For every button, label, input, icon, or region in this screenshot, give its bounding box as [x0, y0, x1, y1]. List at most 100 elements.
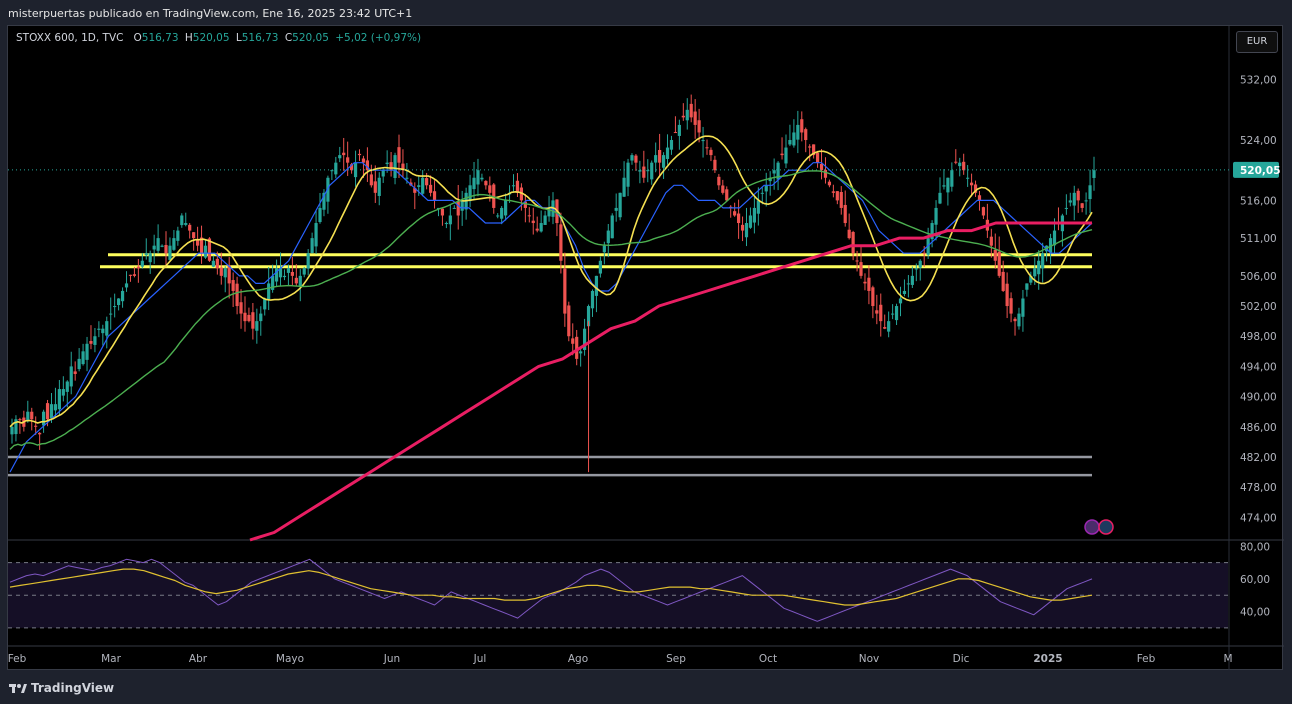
candle-body	[219, 267, 223, 276]
candle-body	[45, 403, 50, 420]
price-tick-label: 506,00	[1240, 271, 1277, 283]
candle-body	[113, 306, 117, 308]
candle-body	[634, 155, 638, 163]
candle-body	[353, 162, 358, 178]
candle-body	[417, 185, 421, 187]
candle-body	[867, 277, 871, 291]
symbol-name: STOXX 600, 1D, TVC	[16, 32, 124, 44]
candle-body	[152, 245, 156, 250]
candle-body	[69, 366, 73, 387]
price-tick-label: 478,00	[1240, 482, 1277, 494]
candle-body	[101, 328, 105, 334]
candle-body	[350, 164, 354, 171]
candle-body	[898, 298, 903, 304]
candle-body	[278, 268, 283, 278]
candle-body	[357, 153, 362, 156]
event-icon	[1084, 519, 1100, 535]
candle-body	[586, 306, 591, 327]
candle-body	[468, 185, 472, 202]
candle-body	[1072, 192, 1076, 206]
candle-body	[484, 181, 488, 186]
time-tick-label: M	[1223, 653, 1232, 665]
candle-body	[330, 170, 334, 172]
candle-body	[863, 281, 867, 284]
candle-body	[740, 224, 745, 231]
candle-body	[271, 275, 275, 290]
candle-body	[721, 185, 725, 193]
candle-body	[500, 207, 504, 219]
candle-body	[109, 313, 113, 315]
candle-body	[306, 253, 310, 269]
candle-body	[638, 170, 642, 172]
candle-body	[788, 140, 792, 145]
candle-body	[989, 236, 993, 246]
candle-body	[571, 338, 575, 344]
candle-body	[563, 268, 567, 314]
candle-body	[831, 191, 835, 193]
candle-body	[938, 192, 942, 204]
candle-body	[346, 157, 350, 163]
candle-body	[819, 163, 824, 171]
candle-body	[642, 166, 646, 178]
candle-body	[401, 163, 405, 171]
candle-body	[421, 177, 425, 194]
tradingview-logo-icon	[9, 684, 27, 693]
candle-body	[1092, 170, 1096, 178]
candle-body	[977, 195, 982, 201]
candle-body	[681, 115, 685, 118]
candle-body	[176, 230, 180, 241]
currency-button[interactable]: EUR	[1236, 31, 1278, 53]
candle-body	[128, 274, 133, 276]
candle-body	[973, 184, 978, 193]
candle-body	[381, 170, 385, 177]
candle-body	[922, 252, 926, 254]
time-tick-label: 2025	[1033, 653, 1062, 665]
footer-brand: TradingView	[31, 681, 115, 695]
candle-body	[883, 327, 887, 329]
high-label: H	[184, 32, 193, 44]
candle-body	[871, 287, 875, 307]
time-tick-label: Dic	[953, 653, 970, 665]
candle-body	[677, 124, 681, 136]
time-tick-label: Feb	[8, 653, 27, 665]
candle-body	[673, 132, 678, 134]
candle-body	[302, 268, 306, 275]
candle-body	[73, 371, 77, 374]
candle-body	[515, 180, 520, 193]
candle-body	[274, 268, 279, 282]
change-value: +5,02 (+0,97%)	[335, 32, 422, 44]
candle-body	[946, 177, 950, 193]
candle-body	[120, 290, 125, 302]
candle-body	[290, 271, 294, 276]
candle-body	[697, 120, 701, 133]
candle-body	[1068, 200, 1072, 203]
candle-body	[34, 425, 38, 427]
candle-body	[413, 188, 417, 193]
candle-body	[804, 129, 808, 141]
candle-body	[432, 191, 437, 201]
candle-body	[930, 223, 934, 240]
candle-body	[504, 200, 508, 216]
ma-slow-line	[9, 170, 1093, 450]
candle-body	[53, 404, 58, 411]
candle-body	[701, 140, 705, 142]
candle-body	[294, 277, 298, 284]
candle-body	[914, 268, 918, 270]
candle-body	[772, 170, 776, 174]
candle-body	[606, 230, 610, 244]
time-tick-label: Jun	[383, 653, 400, 665]
candle-body	[1088, 185, 1092, 200]
time-tick-label: Feb	[1137, 653, 1156, 665]
symbol-legend: STOXX 600, 1D, TVC O516,73 H520,05 L516,…	[16, 32, 424, 44]
candle-body	[855, 260, 859, 262]
candle-body	[523, 201, 527, 208]
candle-body	[823, 169, 828, 178]
candle-body	[1048, 238, 1053, 253]
candle-body	[488, 185, 492, 193]
candle-body	[709, 149, 713, 156]
candle-body	[26, 411, 30, 422]
candle-body	[1025, 283, 1029, 290]
candle-body	[717, 176, 721, 186]
candle-body	[602, 245, 606, 253]
